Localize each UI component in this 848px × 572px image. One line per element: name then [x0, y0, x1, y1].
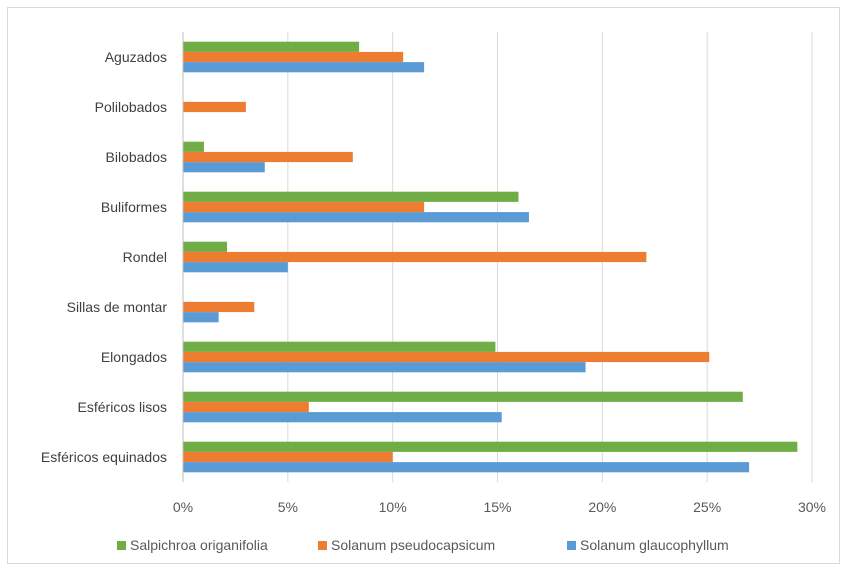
- chart-frame: [7, 7, 840, 564]
- category-label: Aguzados: [105, 49, 167, 65]
- category-label: Esféricos equinados: [41, 449, 167, 465]
- category-label: Polilobados: [95, 99, 167, 115]
- x-tick-label: 25%: [693, 499, 721, 515]
- bar-salpichroa-origanifolia: [183, 141, 204, 152]
- legend-label: Solanum pseudocapsicum: [331, 537, 495, 553]
- bar-salpichroa-origanifolia: [183, 191, 519, 202]
- bar-salpichroa-origanifolia: [183, 341, 496, 352]
- bar-solanum-glaucophyllum: [183, 412, 502, 423]
- category-label: Rondel: [123, 249, 167, 265]
- bar-solanum-pseudocapsicum: [183, 201, 425, 213]
- bar-salpichroa-origanifolia: [183, 391, 743, 402]
- bar-solanum-pseudocapsicum: [183, 251, 647, 263]
- bar-solanum-glaucophyllum: [183, 62, 425, 73]
- category-label: Sillas de montar: [67, 299, 168, 315]
- bar-salpichroa-origanifolia: [183, 241, 228, 252]
- bar-solanum-pseudocapsicum: [183, 51, 404, 63]
- bar-solanum-glaucophyllum: [183, 362, 586, 373]
- x-tick-label: 5%: [278, 499, 298, 515]
- bar-solanum-pseudocapsicum: [183, 151, 353, 163]
- legend-swatch: [117, 541, 126, 550]
- category-label: Buliformes: [101, 199, 167, 215]
- bar-salpichroa-origanifolia: [183, 41, 360, 52]
- bar-salpichroa-origanifolia: [183, 441, 798, 452]
- category-label: Elongados: [101, 349, 167, 365]
- x-tick-label: 10%: [379, 499, 407, 515]
- legend-label: Solanum glaucophyllum: [580, 537, 729, 553]
- bar-solanum-pseudocapsicum: [183, 101, 246, 113]
- bar-solanum-glaucophyllum: [183, 262, 288, 273]
- category-label: Bilobados: [106, 149, 168, 165]
- bar-solanum-pseudocapsicum: [183, 351, 710, 363]
- bar-solanum-glaucophyllum: [183, 312, 219, 323]
- x-tick-label: 20%: [588, 499, 616, 515]
- category-label: Esféricos lisos: [78, 399, 167, 415]
- bar-solanum-glaucophyllum: [183, 162, 265, 173]
- bar-solanum-glaucophyllum: [183, 462, 750, 473]
- bar-solanum-pseudocapsicum: [183, 451, 393, 463]
- bar-solanum-pseudocapsicum: [183, 401, 309, 413]
- bar-solanum-glaucophyllum: [183, 212, 529, 223]
- legend-swatch: [318, 541, 327, 550]
- bar-solanum-pseudocapsicum: [183, 301, 255, 313]
- legend-label: Salpichroa origanifolia: [130, 537, 268, 553]
- legend-swatch: [567, 541, 576, 550]
- x-tick-label: 0%: [173, 499, 193, 515]
- x-tick-label: 30%: [798, 499, 826, 515]
- x-tick-label: 15%: [483, 499, 511, 515]
